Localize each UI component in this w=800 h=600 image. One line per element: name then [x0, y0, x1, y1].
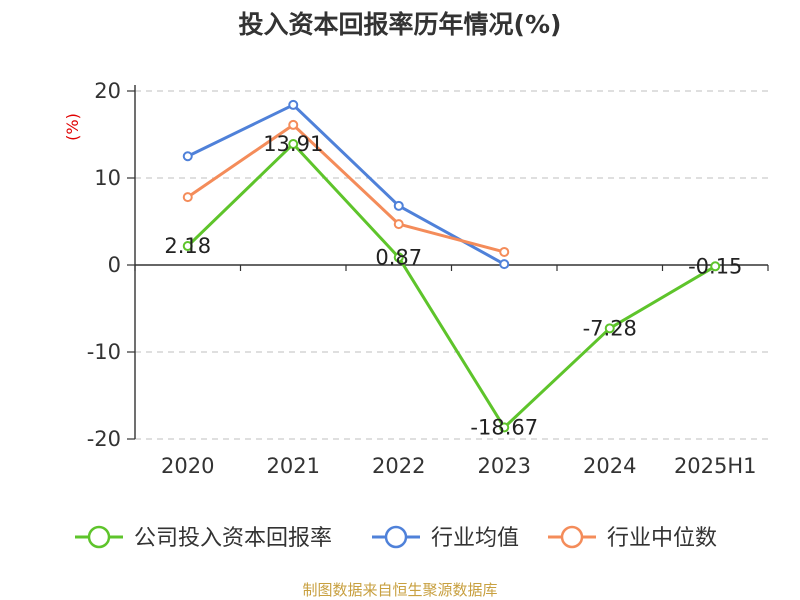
data-label: -0.15: [688, 254, 742, 278]
series-line: [187, 103, 505, 266]
x-tick-labels: 2020 2021 2022 2023 2024 2025H1: [161, 454, 757, 478]
data-point: [288, 138, 299, 149]
series-lines: [182, 99, 721, 433]
x-tick-label: 2024: [583, 454, 636, 478]
legend-marker: [384, 525, 408, 549]
data-point: [710, 261, 721, 272]
data-label: -18.67: [470, 415, 538, 439]
source-note: 制图数据来自恒生聚源数据库: [302, 581, 497, 599]
x-tick-label: 2021: [267, 454, 320, 478]
data-label: 0.87: [375, 245, 422, 269]
series-2: [182, 119, 510, 257]
y-tick-label: -10: [87, 340, 121, 364]
data-point: [182, 241, 193, 252]
y-axis-label: (%): [63, 113, 82, 141]
data-point: [393, 219, 404, 230]
legend-item-0: 公司投入资本回报率: [75, 525, 332, 551]
data-label: 13.91: [263, 132, 323, 156]
data-point: [288, 119, 299, 130]
legend-marker: [87, 525, 111, 549]
data-label: -7.28: [583, 316, 637, 340]
x-tick-label: 2020: [161, 454, 214, 478]
series-1: [182, 99, 510, 270]
axes: [127, 85, 769, 440]
data-point: [182, 192, 193, 203]
legend-label: 行业均值: [431, 526, 519, 551]
data-label: 2.18: [164, 234, 211, 258]
y-tick-label: 0: [108, 253, 121, 277]
y-tick-label: 20: [94, 79, 121, 103]
data-labels: 2.18 13.91 0.87 -18.67 -7.28 -0.15: [164, 132, 742, 439]
chart-title: 投入资本回报率历年情况(%): [239, 10, 562, 39]
data-point: [393, 252, 404, 263]
x-tick-label: 2023: [478, 454, 531, 478]
data-point: [182, 151, 193, 162]
y-tick-labels: 20 10 0 -10 -20: [87, 79, 121, 451]
legend-item-1: 行业均值: [372, 525, 519, 551]
legend-item-2: 行业中位数: [548, 525, 717, 551]
series-line: [186, 142, 717, 429]
y-tick-label: 10: [94, 166, 121, 190]
data-point: [499, 246, 510, 257]
data-point: [604, 323, 615, 334]
legend-marker: [560, 525, 584, 549]
x-tick-label: 2025H1: [674, 454, 757, 478]
series-0: [182, 138, 721, 433]
y-tick-label: -20: [87, 427, 121, 451]
x-tick-label: 2022: [372, 454, 425, 478]
data-point: [393, 200, 404, 211]
data-point: [499, 422, 510, 433]
legend-label: 行业中位数: [607, 526, 717, 551]
data-point: [288, 99, 299, 110]
series-line: [186, 123, 505, 254]
legend: 公司投入资本回报率 行业均值 行业中位数: [75, 525, 717, 551]
legend-label: 公司投入资本回报率: [134, 526, 332, 551]
data-point: [499, 259, 510, 270]
